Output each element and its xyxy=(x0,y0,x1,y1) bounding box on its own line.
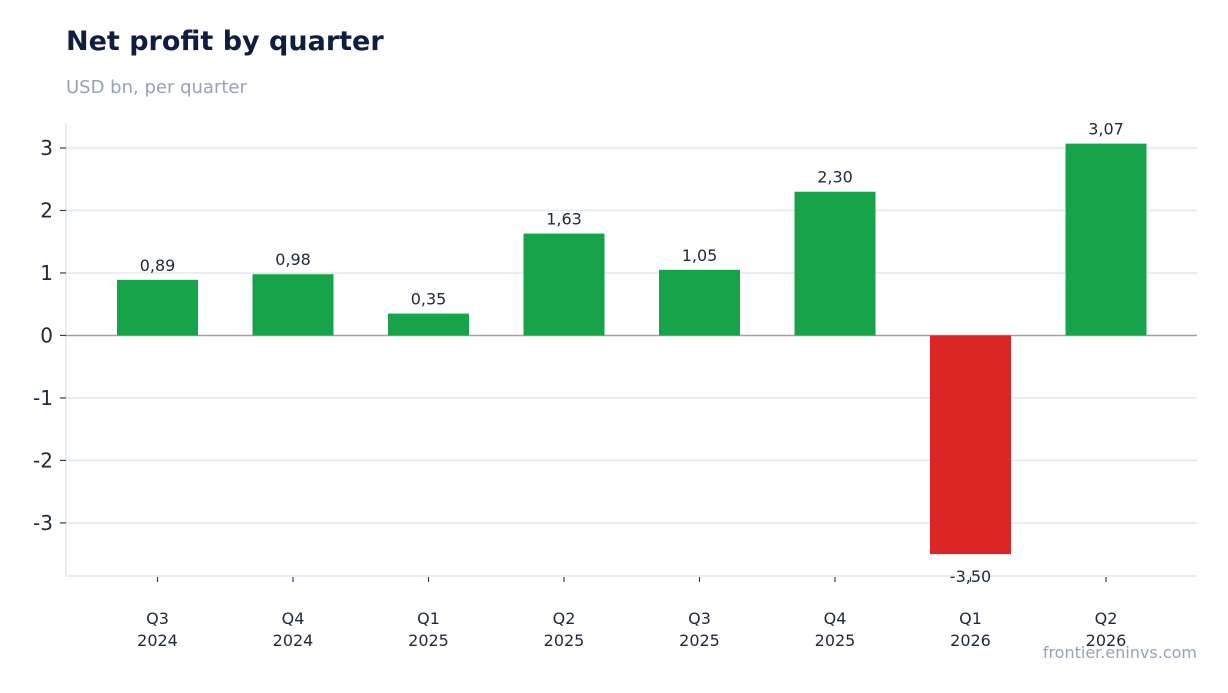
x-tick-label: Q4 2025 xyxy=(815,609,856,650)
chart-title: Net profit by quarter xyxy=(66,26,384,57)
axes: 3 2 1 0 -1 -2 -3 Q3 2024 Q4 2024 Q1 2025 Q2 2025 Q3 2025… xyxy=(33,123,1197,650)
y-tick-label: -2 xyxy=(33,448,53,472)
bar xyxy=(930,335,1011,555)
y-tick-label: -3 xyxy=(33,511,53,535)
data-labels: 0,89 0,98 0,35 1,63 1,05 2,30 -3,50 3,07 xyxy=(140,120,1124,587)
y-tick-label: 3 xyxy=(40,136,53,160)
data-label: 3,07 xyxy=(1088,120,1124,139)
x-tick-label: Q1 2026 xyxy=(950,609,991,650)
y-tick-label: 0 xyxy=(40,323,53,347)
y-tick-label: -1 xyxy=(33,386,53,410)
bar xyxy=(794,191,876,336)
x-tick-label: Q3 2025 xyxy=(679,609,720,650)
data-label: 1,05 xyxy=(682,246,718,265)
x-tick-label: Q1 2025 xyxy=(408,609,449,650)
x-tick-label: Q4 2024 xyxy=(273,609,314,650)
bar xyxy=(1065,143,1147,336)
data-label: 0,98 xyxy=(275,250,311,269)
data-label: 2,30 xyxy=(817,168,853,187)
chart-subtitle: USD bn, per quarter xyxy=(66,77,247,98)
bar xyxy=(252,274,334,336)
x-tick-label: Q3 2024 xyxy=(137,609,178,650)
data-label: -3,50 xyxy=(950,567,991,586)
bar xyxy=(388,313,469,336)
data-label: 0,35 xyxy=(411,290,447,309)
source-credit[interactable]: frontier.eninvs.com xyxy=(1042,643,1197,662)
data-label: 0,89 xyxy=(140,256,176,275)
bars xyxy=(117,143,1147,555)
bar xyxy=(117,279,198,336)
y-tick-label: 2 xyxy=(40,198,53,222)
data-label: 1,63 xyxy=(546,210,582,229)
x-tick-label: Q2 2025 xyxy=(544,609,585,650)
y-tick-label: 1 xyxy=(40,261,53,285)
bar xyxy=(659,269,740,336)
bar xyxy=(523,233,605,336)
x-tick-label: Q2 2026 xyxy=(1086,609,1127,650)
